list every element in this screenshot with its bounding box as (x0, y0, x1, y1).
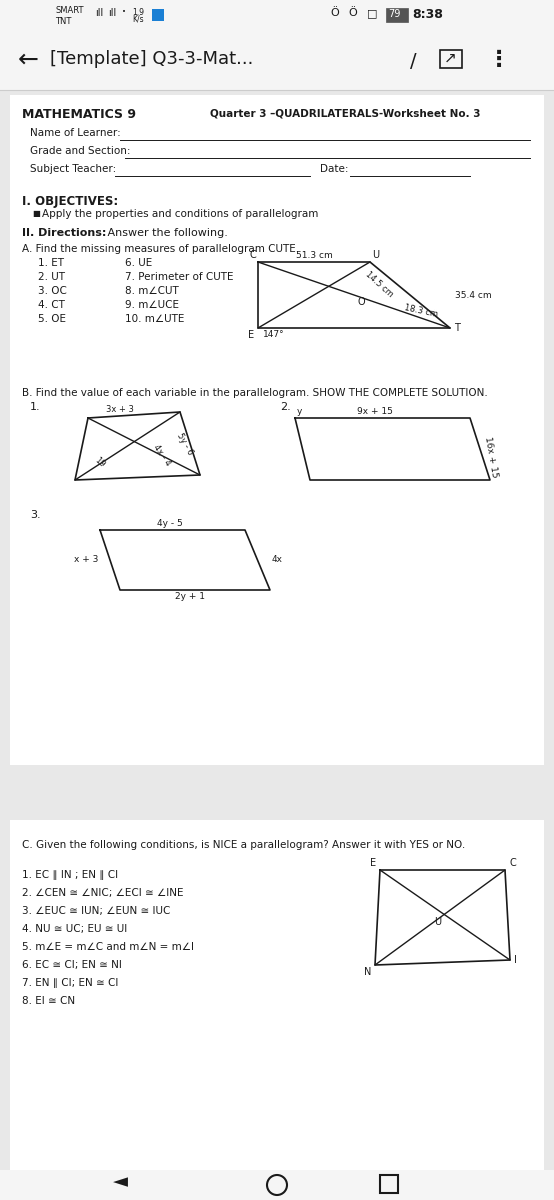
Text: 4. NU ≅ UC; EU ≅ UI: 4. NU ≅ UC; EU ≅ UI (22, 924, 127, 934)
Text: 1.9: 1.9 (132, 8, 144, 17)
Text: E: E (370, 858, 376, 868)
Text: ıll: ıll (108, 8, 116, 18)
Text: 6. UE: 6. UE (125, 258, 152, 268)
Bar (0, 35, 554, 90)
Text: C: C (249, 250, 256, 260)
Text: x + 3: x + 3 (74, 556, 98, 564)
Text: SMART: SMART (55, 6, 84, 14)
Bar (0, 770, 554, 820)
Text: ←: ← (18, 48, 39, 72)
Text: II. Directions:: II. Directions: (22, 228, 106, 238)
Text: 3x + 3: 3x + 3 (106, 404, 134, 414)
Text: 8. m∠CUT: 8. m∠CUT (125, 286, 179, 296)
Text: 18.3 cm: 18.3 cm (404, 302, 439, 318)
Text: C. Given the following conditions, is NICE a parallelogram? Answer it with YES o: C. Given the following conditions, is NI… (22, 840, 465, 850)
Text: 4. CT: 4. CT (38, 300, 65, 310)
Text: ◄: ◄ (112, 1172, 127, 1190)
Text: Date:: Date: (320, 164, 348, 174)
Text: 4x - 4: 4x - 4 (151, 443, 172, 467)
Text: 7. Perimeter of CUTE: 7. Perimeter of CUTE (125, 272, 233, 282)
Text: 51.3 cm: 51.3 cm (296, 251, 332, 260)
Text: Ö: Ö (348, 8, 357, 18)
Text: 1. ET: 1. ET (38, 258, 64, 268)
Text: 9x + 15: 9x + 15 (357, 407, 393, 416)
Bar (380, 1175, 398, 1193)
Text: U: U (372, 250, 379, 260)
Text: TNT: TNT (55, 17, 71, 26)
Bar (0, 1170, 554, 1200)
Text: 2.: 2. (280, 402, 291, 412)
Bar (152, 8, 164, 20)
Text: 8. EI ≅ CN: 8. EI ≅ CN (22, 996, 75, 1006)
Text: 3. ∠EUC ≅ IUN; ∠EUN ≅ IUC: 3. ∠EUC ≅ IUN; ∠EUN ≅ IUC (22, 906, 171, 916)
Text: ⋮: ⋮ (488, 50, 510, 70)
Text: 79: 79 (388, 8, 401, 19)
Text: 2y + 1: 2y + 1 (175, 592, 205, 601)
Text: A. Find the missing measures of parallelogram CUTE.: A. Find the missing measures of parallel… (22, 244, 299, 254)
Text: MATHEMATICS 9: MATHEMATICS 9 (22, 108, 136, 121)
Text: ↗: ↗ (444, 50, 456, 66)
Text: 4y - 5: 4y - 5 (157, 518, 183, 528)
Text: Subject Teacher:: Subject Teacher: (30, 164, 116, 174)
Text: 14.5 cm: 14.5 cm (364, 270, 395, 299)
Text: N: N (363, 967, 371, 977)
Text: Name of Learner:: Name of Learner: (30, 128, 121, 138)
Text: 3.: 3. (30, 510, 40, 520)
Bar (10, 820, 544, 1175)
Text: y: y (297, 407, 302, 416)
Text: B. Find the value of each variable in the parallelogram. SHOW THE COMPLETE SOLUT: B. Find the value of each variable in th… (22, 388, 488, 398)
Text: 1. EC ∥ IN ; EN ∥ CI: 1. EC ∥ IN ; EN ∥ CI (22, 870, 118, 880)
Text: 19: 19 (93, 455, 107, 469)
Text: 9. m∠UCE: 9. m∠UCE (125, 300, 179, 310)
Text: 4x: 4x (272, 556, 283, 564)
Text: K/s: K/s (132, 14, 143, 24)
Text: 147°: 147° (263, 330, 285, 338)
Text: 35.4 cm: 35.4 cm (455, 290, 491, 300)
Text: 5. OE: 5. OE (38, 314, 66, 324)
Text: ■: ■ (32, 209, 40, 218)
Text: ıll: ıll (95, 8, 103, 18)
Bar (440, 50, 462, 68)
Text: U: U (434, 917, 441, 926)
Text: Grade and Section:: Grade and Section: (30, 146, 131, 156)
Text: 7. EN ∥ CI; EN ≅ CI: 7. EN ∥ CI; EN ≅ CI (22, 978, 119, 988)
Text: Apply the properties and conditions of parallelogram: Apply the properties and conditions of p… (42, 209, 319, 218)
Bar (386, 8, 408, 22)
Text: /: / (410, 52, 417, 71)
Bar (10, 95, 544, 766)
Text: 16x + 15: 16x + 15 (483, 436, 499, 478)
Text: 1.: 1. (30, 402, 40, 412)
Text: 2. UT: 2. UT (38, 272, 65, 282)
Text: 3. OC: 3. OC (38, 286, 67, 296)
Text: 5y - 6: 5y - 6 (175, 432, 195, 457)
Text: □: □ (367, 8, 377, 18)
Text: T: T (454, 323, 460, 332)
Text: 5. m∠E = m∠C and m∠N = m∠I: 5. m∠E = m∠C and m∠N = m∠I (22, 942, 194, 952)
Text: I: I (514, 955, 517, 965)
Text: E: E (248, 330, 254, 340)
Text: C: C (509, 858, 516, 868)
Text: [Template] Q3-3-Mat...: [Template] Q3-3-Mat... (50, 50, 253, 68)
Text: Ö: Ö (330, 8, 338, 18)
Text: •: • (122, 8, 126, 14)
Bar (0, 0, 554, 35)
Text: 6. EC ≅ CI; EN ≅ NI: 6. EC ≅ CI; EN ≅ NI (22, 960, 122, 970)
Text: Answer the following.: Answer the following. (104, 228, 228, 238)
Text: 10. m∠UTE: 10. m∠UTE (125, 314, 184, 324)
Text: 2. ∠CEN ≅ ∠NIC; ∠ECI ≅ ∠INE: 2. ∠CEN ≅ ∠NIC; ∠ECI ≅ ∠INE (22, 888, 183, 898)
Text: 8:38: 8:38 (412, 8, 443, 20)
Text: I. OBJECTIVES:: I. OBJECTIVES: (22, 194, 118, 208)
Text: Quarter 3 –QUADRILATERALS-Worksheet No. 3: Quarter 3 –QUADRILATERALS-Worksheet No. … (210, 108, 480, 118)
Text: O: O (358, 296, 366, 307)
